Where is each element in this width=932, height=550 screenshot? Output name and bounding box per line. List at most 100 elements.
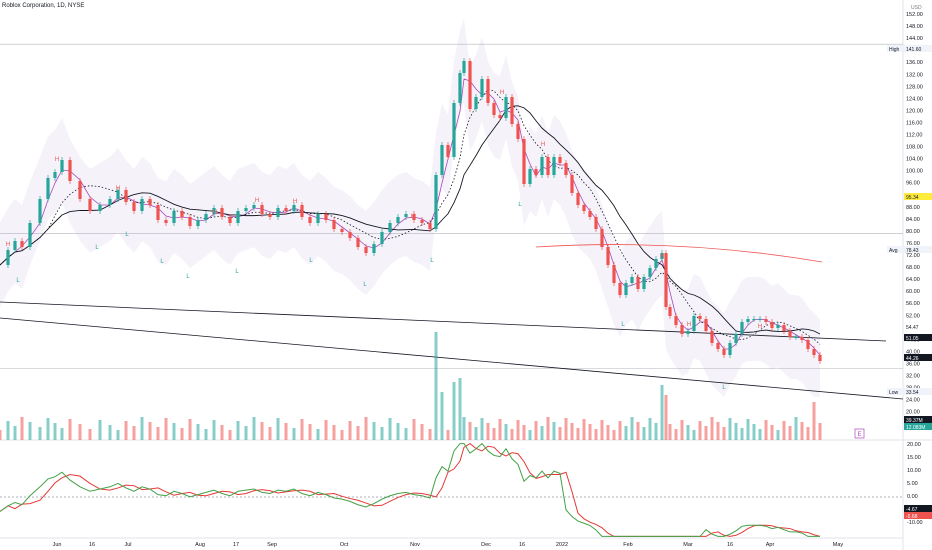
chart-title: Roblox Corporation, 1D, NYSE	[2, 3, 85, 9]
candle-body	[148, 199, 152, 205]
volume-bar	[522, 425, 526, 440]
price-tick-label: 116.00	[906, 120, 922, 126]
volume-bar	[576, 428, 580, 440]
candle-body	[372, 244, 376, 253]
volume-bar	[46, 418, 50, 440]
volume-bar	[380, 427, 384, 440]
time-tick-label: Apr	[766, 542, 775, 548]
candle-body	[492, 103, 496, 115]
volume-bar	[686, 425, 690, 440]
volume-bar	[68, 419, 72, 440]
volume-bar	[244, 426, 248, 440]
price-tick-label: 120.00	[906, 108, 923, 114]
candle-body	[20, 241, 24, 247]
candle-body	[716, 343, 720, 349]
slow-ma-line	[0, 105, 821, 335]
price-badge-value: 39.37M	[906, 418, 923, 424]
price-tick-label: 152.00	[906, 12, 923, 18]
volume-bar	[630, 417, 634, 440]
candle-body	[292, 205, 296, 211]
pattern-label-low: L	[430, 258, 434, 264]
volume-bar	[0, 430, 2, 440]
price-badge-value: 51.05	[906, 336, 919, 342]
candle-body	[180, 211, 184, 217]
candle-body	[220, 208, 224, 217]
candle-body	[196, 220, 200, 226]
osc-tick-label: 5.00	[907, 481, 918, 487]
stat-tag-label: Avg	[889, 248, 898, 254]
volume-bar	[60, 428, 64, 440]
volume-bar	[308, 424, 312, 440]
candle-body	[140, 199, 144, 211]
price-tick-label: 76.00	[906, 241, 920, 247]
candle-body	[452, 103, 456, 157]
volume-bar	[412, 419, 416, 440]
candle-body	[686, 331, 690, 334]
candle-body	[788, 331, 792, 337]
volume-bar	[28, 422, 32, 440]
volume-bar	[292, 428, 296, 440]
volume-bar	[6, 421, 10, 440]
candle-body	[722, 349, 726, 355]
volume-bar	[764, 420, 768, 440]
price-badge	[904, 193, 932, 200]
volume-bar	[468, 422, 472, 440]
volume-bar	[788, 426, 792, 440]
volume-bar	[660, 385, 664, 440]
candle-body	[428, 223, 432, 229]
price-tick-label: 24.00	[906, 398, 920, 404]
volume-bar	[624, 426, 628, 440]
candle-body	[6, 250, 10, 265]
time-tick-label: Nov	[410, 542, 420, 548]
volume-bar	[340, 430, 344, 440]
trendline-upper	[0, 301, 887, 342]
candle-body	[38, 199, 42, 223]
price-badge-value: 78.43	[906, 248, 919, 254]
price-tick-label: 104.00	[906, 157, 923, 163]
osc-main-line	[0, 442, 820, 537]
volume-bar	[486, 423, 490, 440]
price-badge-value: 95.34	[906, 195, 919, 201]
candle-body	[300, 205, 304, 217]
volume-bar	[53, 423, 57, 440]
candle-body	[156, 205, 160, 220]
volume-bar	[156, 427, 160, 440]
candle-body	[504, 97, 508, 118]
volume-bar	[300, 419, 304, 440]
candle-body	[618, 283, 622, 295]
candle-body	[236, 211, 240, 223]
candle-body	[260, 205, 264, 214]
pattern-label-low: L	[95, 245, 99, 251]
price-badge	[904, 323, 932, 330]
volume-bar	[740, 428, 744, 440]
pattern-label-low: L	[518, 202, 522, 208]
price-badge	[904, 416, 932, 423]
volume-bar	[180, 428, 184, 440]
volume-bar	[654, 423, 658, 440]
stat-tag	[887, 45, 903, 52]
pattern-label-high: H	[6, 242, 10, 248]
volume-bar	[132, 426, 136, 440]
candle-body	[188, 217, 192, 226]
stat-tag	[887, 246, 903, 253]
volume-bar	[452, 382, 456, 440]
volume-bar	[124, 421, 128, 440]
volume-bar	[212, 420, 216, 440]
price-tick-label: 52.00	[906, 313, 920, 319]
pattern-label-low: L	[186, 274, 190, 280]
candle-body	[132, 202, 136, 211]
volume-bar	[348, 421, 352, 440]
volume-bar	[546, 417, 550, 440]
candle-body	[308, 217, 312, 223]
price-tick-label: 32.00	[906, 374, 920, 380]
candle-body	[356, 238, 360, 247]
volume-bar	[600, 420, 604, 440]
volume-bar	[20, 417, 24, 440]
price-tick-label: 64.00	[906, 277, 920, 283]
candle-body	[764, 319, 768, 322]
time-tick-label: Jun	[53, 542, 62, 548]
candle-body	[462, 61, 466, 73]
band-fill	[0, 19, 820, 397]
candle-body	[498, 115, 502, 118]
